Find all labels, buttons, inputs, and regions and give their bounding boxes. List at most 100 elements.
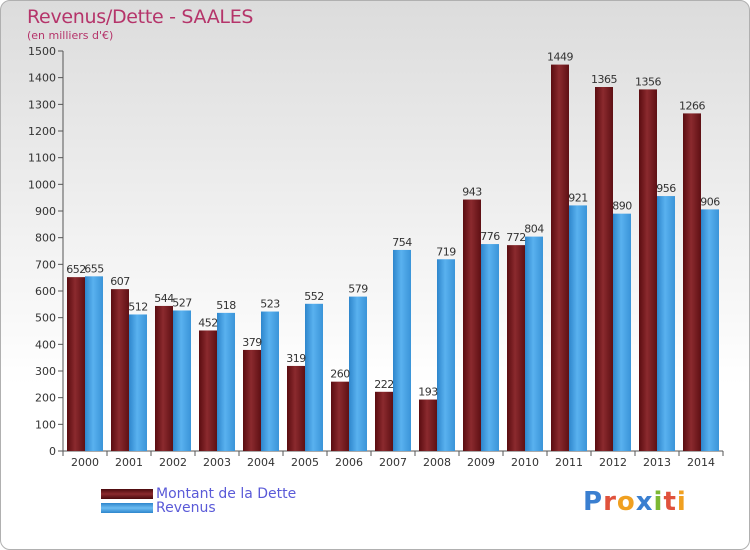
y-tick-label: 900 bbox=[35, 205, 56, 218]
bar-debt bbox=[683, 113, 701, 452]
data-label-revenus: 754 bbox=[392, 236, 412, 249]
data-label-revenus: 906 bbox=[700, 195, 720, 208]
logo-letter: i bbox=[653, 487, 664, 517]
bar-revenus bbox=[173, 310, 191, 451]
data-label-revenus: 512 bbox=[128, 300, 148, 313]
x-tick-label: 2007 bbox=[379, 456, 407, 469]
y-tick-label: 500 bbox=[35, 312, 56, 325]
x-tick-label: 2000 bbox=[71, 456, 99, 469]
y-tick-label: 400 bbox=[35, 338, 56, 351]
data-label-revenus: 518 bbox=[216, 299, 236, 312]
y-tick-label: 300 bbox=[35, 365, 56, 378]
data-label-revenus: 655 bbox=[84, 262, 104, 275]
data-label-revenus: 719 bbox=[436, 245, 456, 258]
bar-revenus bbox=[305, 303, 323, 451]
chart-bars bbox=[67, 64, 719, 452]
y-tick-label: 800 bbox=[35, 232, 56, 245]
legend-label-revenus: Revenus bbox=[156, 500, 216, 516]
bar-debt bbox=[111, 289, 129, 451]
y-tick-label: 1300 bbox=[28, 98, 56, 111]
bar-debt bbox=[551, 64, 569, 451]
legend-label-debt: Montant de la Dette bbox=[156, 486, 297, 502]
proxiti-logo: Proxiti bbox=[583, 487, 687, 517]
bar-debt bbox=[243, 349, 261, 451]
data-label-debt: 260 bbox=[330, 368, 350, 381]
bar-revenus bbox=[217, 312, 235, 451]
data-label-debt: 452 bbox=[198, 316, 218, 329]
data-label-revenus: 921 bbox=[568, 191, 588, 204]
bar-debt bbox=[199, 330, 217, 451]
bar-debt bbox=[419, 399, 437, 451]
bar-revenus bbox=[657, 196, 675, 451]
bar-revenus bbox=[613, 213, 631, 451]
data-label-debt: 607 bbox=[110, 275, 130, 288]
y-tick-label: 1200 bbox=[28, 125, 56, 138]
logo-letter: x bbox=[635, 487, 654, 517]
data-label-debt: 1356 bbox=[635, 75, 661, 88]
bar-revenus bbox=[569, 205, 587, 451]
bar-debt bbox=[67, 277, 85, 451]
data-label-revenus: 956 bbox=[656, 182, 676, 195]
x-tick-label: 2013 bbox=[643, 456, 671, 469]
data-label-debt: 544 bbox=[154, 292, 174, 305]
bar-revenus bbox=[129, 314, 147, 451]
x-tick-label: 2012 bbox=[599, 456, 627, 469]
y-tick-label: 1400 bbox=[28, 72, 56, 85]
chart-title: Revenus/Dette - SAALES bbox=[27, 6, 254, 28]
data-label-revenus: 890 bbox=[612, 200, 632, 213]
data-label-debt: 1449 bbox=[547, 51, 573, 64]
x-tick-label: 2014 bbox=[687, 456, 715, 469]
data-label-debt: 222 bbox=[374, 378, 394, 391]
bar-debt bbox=[331, 381, 349, 451]
data-label-debt: 772 bbox=[506, 231, 526, 244]
bar-debt bbox=[595, 87, 613, 451]
y-tick-label: 100 bbox=[35, 418, 56, 431]
data-label-debt: 652 bbox=[66, 263, 86, 276]
x-tick-label: 2011 bbox=[555, 456, 583, 469]
logo-letter: r bbox=[603, 487, 617, 517]
x-tick-label: 2008 bbox=[423, 456, 451, 469]
bar-revenus bbox=[437, 259, 455, 451]
data-label-debt: 379 bbox=[242, 336, 262, 349]
x-tick-label: 2001 bbox=[115, 456, 143, 469]
chart-subtitle: (en milliers d'€) bbox=[27, 29, 114, 42]
x-tick-label: 2002 bbox=[159, 456, 187, 469]
logo-letter: o bbox=[616, 487, 636, 517]
y-tick-label: 1500 bbox=[28, 45, 56, 58]
bar-debt bbox=[155, 305, 173, 451]
x-tick-label: 2003 bbox=[203, 456, 231, 469]
legend-swatch-revenus bbox=[101, 503, 153, 513]
bar-revenus bbox=[525, 236, 543, 451]
bar-revenus bbox=[701, 209, 719, 451]
data-label-revenus: 523 bbox=[260, 298, 280, 311]
data-label-debt: 943 bbox=[462, 186, 482, 199]
data-label-debt: 1365 bbox=[591, 73, 617, 86]
x-tick-label: 2010 bbox=[511, 456, 539, 469]
x-tick-label: 2006 bbox=[335, 456, 363, 469]
y-tick-label: 600 bbox=[35, 285, 56, 298]
x-tick-label: 2009 bbox=[467, 456, 495, 469]
data-label-debt: 319 bbox=[286, 352, 306, 365]
logo-letter: t bbox=[663, 487, 677, 517]
bar-revenus bbox=[261, 311, 279, 451]
bar-revenus bbox=[481, 244, 499, 451]
data-label-revenus: 776 bbox=[480, 230, 500, 243]
x-tick-label: 2004 bbox=[247, 456, 275, 469]
y-tick-label: 1000 bbox=[28, 178, 56, 191]
data-label-debt: 193 bbox=[418, 386, 438, 399]
bar-revenus bbox=[349, 296, 367, 451]
data-label-revenus: 527 bbox=[172, 296, 192, 309]
data-label-debt: 1266 bbox=[679, 99, 705, 112]
bar-debt bbox=[287, 365, 305, 451]
bar-debt bbox=[507, 245, 525, 451]
bar-debt bbox=[639, 89, 657, 452]
bar-revenus bbox=[85, 276, 103, 451]
y-tick-label: 700 bbox=[35, 258, 56, 271]
legend-swatch-debt bbox=[101, 489, 153, 499]
logo-letter: i bbox=[676, 487, 687, 517]
logo-letter: P bbox=[583, 487, 604, 517]
bar-debt bbox=[463, 199, 481, 451]
